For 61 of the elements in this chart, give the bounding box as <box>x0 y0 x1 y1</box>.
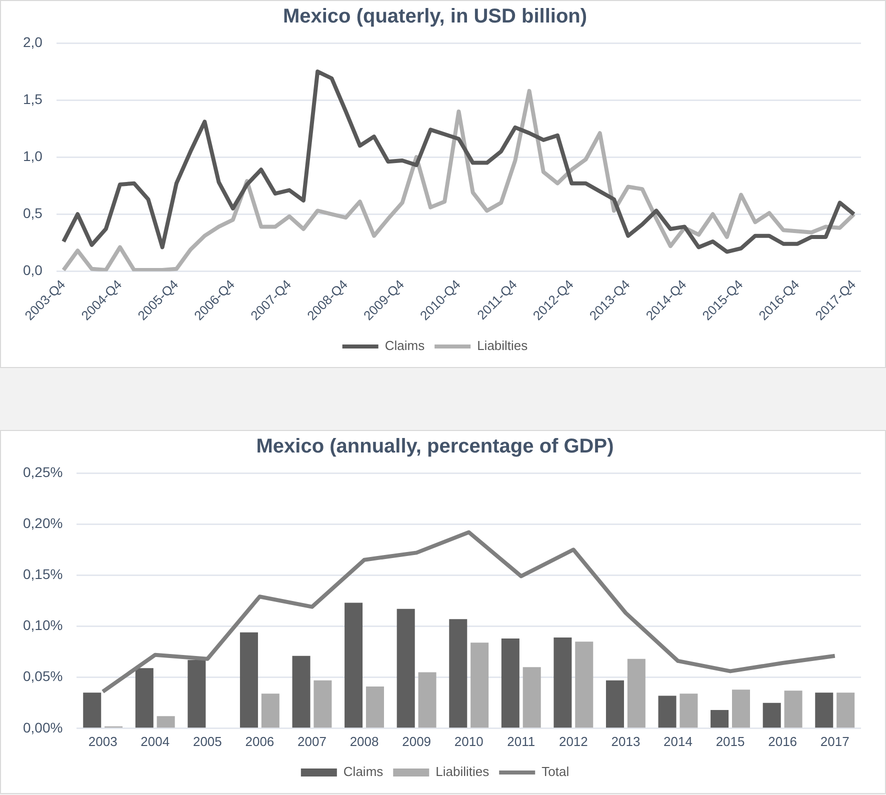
bar <box>732 690 750 728</box>
x-tick-label: 2005 <box>192 734 222 749</box>
bar <box>396 608 415 728</box>
bar <box>261 694 280 728</box>
bar <box>292 656 310 728</box>
bar <box>83 692 102 728</box>
y-tick-label: 0,0 <box>22 262 43 278</box>
x-tick-label: 2012 <box>558 734 588 749</box>
y-tick-label: 2,0 <box>22 34 43 50</box>
legend-label: Claims <box>343 764 384 780</box>
x-tick-label: 2008 <box>350 734 379 749</box>
bar <box>156 716 175 728</box>
bar <box>470 642 489 728</box>
bar <box>658 696 676 728</box>
y-tick-label: 0,20% <box>22 514 63 531</box>
y-tick-label: 0,25% <box>22 464 63 480</box>
bar <box>344 602 363 728</box>
y-tick-label: 0,05% <box>22 668 63 684</box>
legend-label: Claims <box>384 338 426 354</box>
bar <box>554 637 572 728</box>
x-tick-label: 2010 <box>454 734 484 749</box>
x-tick-label: 2014 <box>664 734 692 749</box>
x-tick-label: 2016 <box>768 734 798 749</box>
bar <box>188 660 206 728</box>
y-tick-label: 0,00% <box>22 719 63 736</box>
bar <box>815 692 834 728</box>
bar <box>784 690 802 728</box>
bar <box>710 710 729 728</box>
x-tick-label: 2017 <box>820 734 850 749</box>
legend-label: Liabilties <box>477 338 528 354</box>
legend-label: Liabilities <box>436 764 490 780</box>
bar <box>501 638 520 728</box>
x-tick-label: 2007 <box>298 734 326 749</box>
x-tick-label: 2003 <box>88 734 118 749</box>
y-tick-label: 0,10% <box>22 617 63 634</box>
bar <box>606 680 624 728</box>
legend-label: Total <box>542 764 570 780</box>
y-tick-label: 0,5 <box>22 205 43 222</box>
x-tick-label: 2015 <box>716 734 745 749</box>
bar <box>314 680 332 728</box>
y-tick-label: 1,0 <box>22 148 43 164</box>
bar <box>449 619 468 728</box>
bar <box>836 692 855 728</box>
chart-title: Mexico (annually, percentage of GDP) <box>256 436 614 458</box>
bar <box>135 668 154 728</box>
bar <box>240 632 258 728</box>
x-tick-label: 2013 <box>611 734 640 749</box>
x-tick-label: 2009 <box>402 734 432 749</box>
bar <box>627 658 646 728</box>
y-tick-label: 1,5 <box>22 90 43 107</box>
x-tick-label: 2011 <box>507 734 536 749</box>
bar <box>762 702 781 728</box>
bar <box>418 672 436 728</box>
x-tick-label: 2004 <box>140 734 170 749</box>
y-tick-label: 0,15% <box>22 566 63 582</box>
chart-title: Mexico (quaterly, in USD billion) <box>282 6 588 28</box>
bar <box>366 686 384 728</box>
bar <box>575 642 594 728</box>
x-tick-label: 2006 <box>245 734 274 749</box>
bar <box>522 667 541 728</box>
bar <box>680 694 698 728</box>
